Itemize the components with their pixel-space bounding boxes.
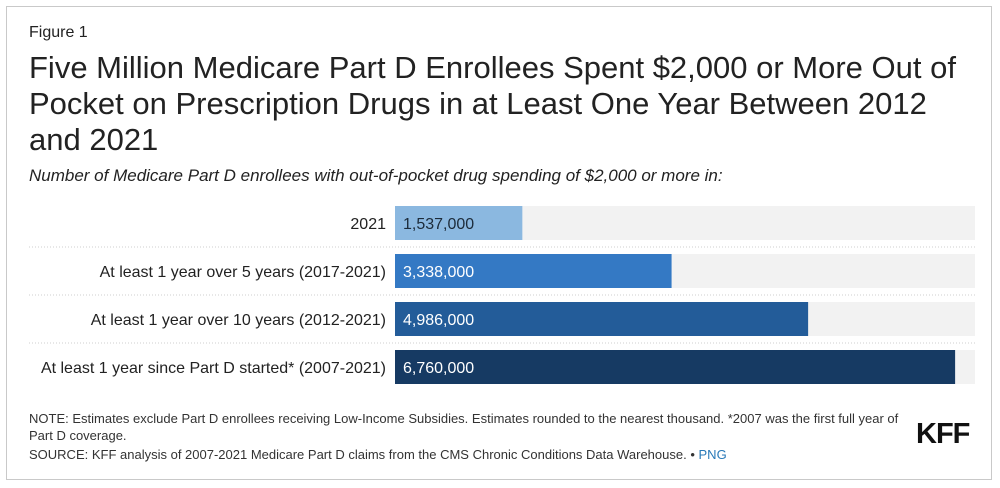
chart-note: NOTE: Estimates exclude Part D enrollees… [29, 411, 899, 443]
data-label: 3,338,000 [403, 264, 474, 281]
chart-subtitle: Number of Medicare Part D enrollees with… [29, 166, 723, 185]
category-label: At least 1 year over 10 years (2012-2021… [91, 312, 386, 329]
category-label: At least 1 year over 5 years (2017-2021) [100, 264, 386, 281]
figure-label: Figure 1 [29, 24, 88, 41]
bar [395, 254, 672, 288]
chart-source: SOURCE: KFF analysis of 2007-2021 Medica… [29, 446, 727, 463]
data-label: 1,537,000 [403, 216, 474, 233]
source-text: SOURCE: KFF analysis of 2007-2021 Medica… [29, 447, 695, 462]
category-label: 2021 [350, 216, 386, 233]
chart-title: Five Million Medicare Part D Enrollees S… [29, 50, 956, 157]
kff-logo: KFF [916, 418, 970, 450]
category-label: At least 1 year since Part D started* (2… [41, 360, 386, 377]
bar [395, 350, 956, 384]
figure-frame [6, 6, 992, 480]
bar [395, 206, 523, 240]
data-label: 6,760,000 [403, 360, 474, 377]
bar [395, 302, 809, 336]
png-download-link[interactable]: PNG [698, 447, 727, 462]
data-label: 4,986,000 [403, 312, 474, 329]
